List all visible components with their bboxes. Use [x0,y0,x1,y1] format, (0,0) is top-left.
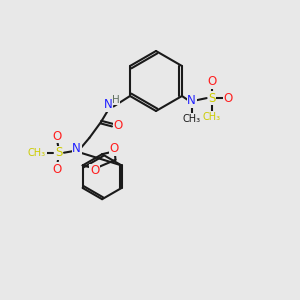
Text: O: O [207,75,217,88]
Text: O: O [224,92,233,105]
Text: CH₃: CH₃ [182,113,201,124]
Text: O: O [90,164,99,177]
Text: O: O [52,163,62,176]
Text: O: O [52,130,62,143]
Text: N: N [104,98,112,112]
Text: O: O [110,142,119,155]
Text: CH₃: CH₃ [203,112,221,122]
Text: N: N [72,142,81,155]
Text: H: H [112,95,120,105]
Text: S: S [55,146,62,159]
Text: N: N [187,94,196,107]
Text: S: S [208,92,216,105]
Text: O: O [113,118,122,132]
Text: CH₃: CH₃ [28,148,46,158]
